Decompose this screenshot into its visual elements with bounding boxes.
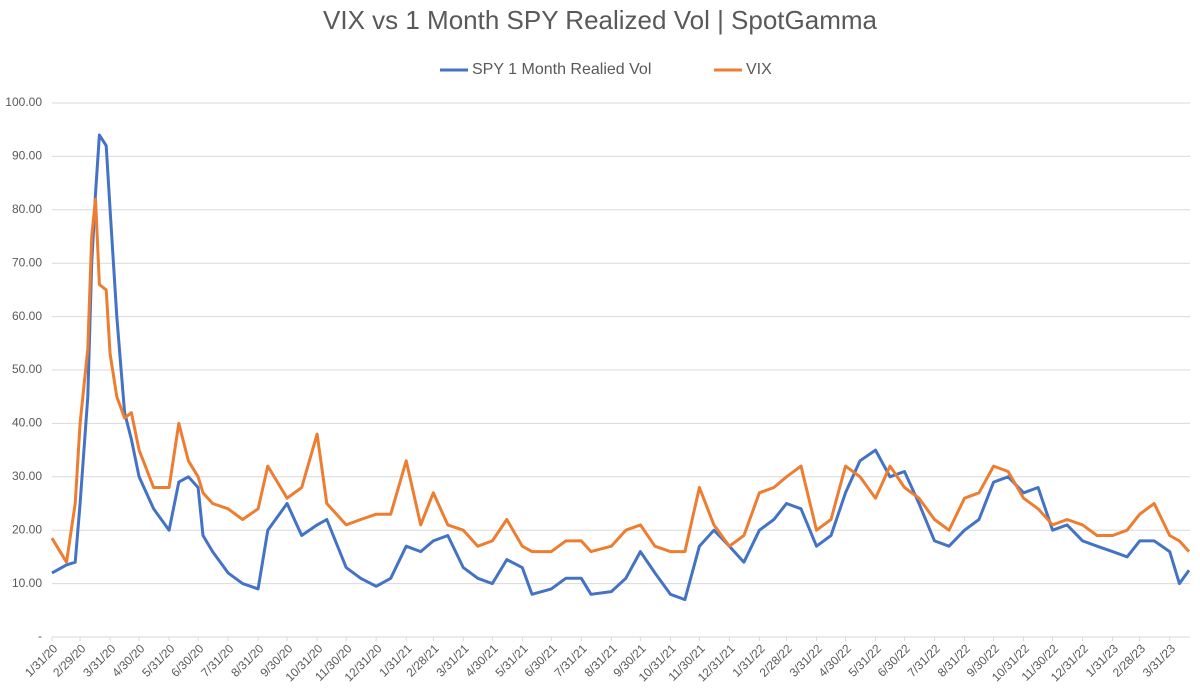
y-tick-label: - bbox=[38, 629, 42, 643]
y-tick-label: 60.00 bbox=[12, 309, 42, 323]
y-tick-label: 50.00 bbox=[12, 362, 42, 376]
y-tick-label: 80.00 bbox=[12, 202, 42, 216]
y-tick-label: 20.00 bbox=[12, 522, 42, 536]
legend-label: VIX bbox=[746, 61, 772, 78]
y-tick-label: 40.00 bbox=[12, 416, 42, 430]
chart-title: VIX vs 1 Month SPY Realized Vol | SpotGa… bbox=[323, 5, 878, 35]
y-tick-label: 30.00 bbox=[12, 469, 42, 483]
series-line bbox=[51, 133, 1191, 602]
y-tick-label: 10.00 bbox=[12, 576, 42, 590]
legend-label: SPY 1 Month Realied Vol bbox=[472, 61, 651, 78]
y-tick-label: 70.00 bbox=[12, 255, 42, 269]
y-tick-label: 100.00 bbox=[5, 95, 42, 109]
series-line bbox=[50, 197, 1191, 564]
y-tick-label: 90.00 bbox=[12, 149, 42, 163]
